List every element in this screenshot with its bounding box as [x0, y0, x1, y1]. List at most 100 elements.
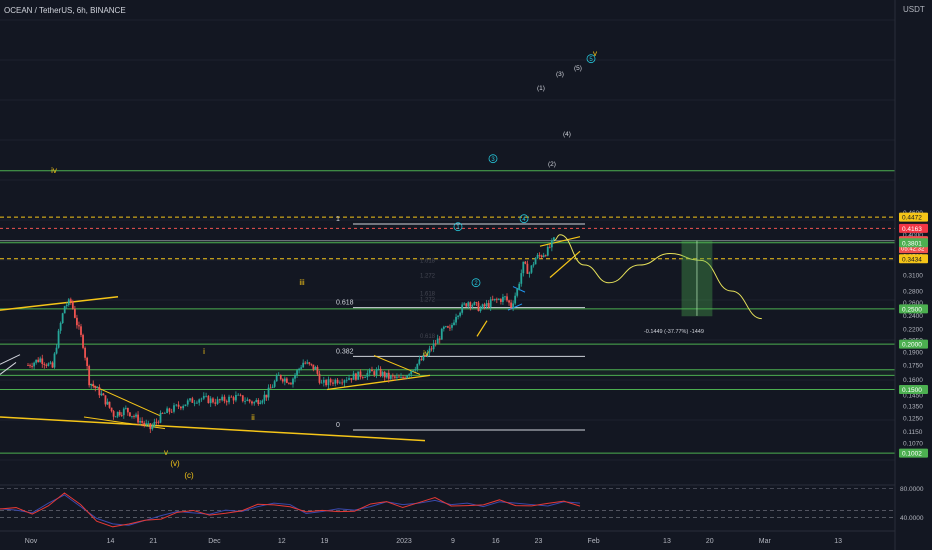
wave-label-circled: 1	[456, 225, 460, 231]
fib-level-label: 0	[336, 422, 340, 429]
candle-body	[528, 272, 531, 274]
candle-body	[434, 343, 437, 345]
price-tag-label: 0.1500	[902, 387, 922, 394]
candle-body	[177, 404, 180, 407]
candle-body	[212, 398, 214, 403]
candle-body	[532, 264, 535, 266]
resistance-zone	[0, 240, 895, 243]
countdown-label: 05:42:32	[901, 247, 925, 253]
rsi-tick-label: 40.0000	[900, 515, 924, 522]
projection-path: -0.1449 (-37.77%) -1449	[553, 234, 762, 335]
candle-body	[400, 377, 402, 378]
candle-body	[318, 373, 321, 383]
candle-body	[271, 386, 274, 388]
candle-body	[246, 399, 249, 402]
candle-body	[43, 363, 46, 365]
candle-body	[446, 326, 449, 328]
candle-body	[522, 261, 525, 274]
candle-body	[173, 405, 175, 412]
candle-body	[69, 299, 72, 302]
candle-body	[255, 400, 258, 403]
candle-body	[345, 379, 348, 381]
candle-body	[430, 348, 433, 350]
time-tick-label: 9	[451, 538, 455, 545]
candle-body	[336, 379, 339, 384]
time-tick-label: 16	[492, 538, 500, 545]
candle-body	[350, 378, 353, 380]
price-tick-label: 0.4000	[903, 232, 923, 239]
candle-body	[394, 376, 396, 378]
candle-body	[294, 375, 296, 379]
candle-body	[53, 353, 56, 368]
candle-body	[263, 394, 266, 401]
candle-body	[402, 377, 404, 378]
time-tick-label: 19	[321, 538, 329, 545]
triangle-upper	[373, 355, 421, 375]
price-tick-label: 0.1150	[903, 429, 923, 436]
candle-body	[168, 408, 171, 412]
candle-body	[151, 425, 154, 430]
price-tag	[899, 254, 928, 264]
candle-body	[481, 304, 484, 309]
candle-body	[300, 367, 303, 369]
time-tick-label: 13	[834, 538, 842, 545]
wave-4-channel	[476, 320, 488, 337]
candle-body	[33, 362, 36, 367]
candle-body	[41, 358, 44, 364]
candle-body	[86, 357, 89, 367]
candle-body	[302, 362, 305, 368]
wave-label-yellow: (v)	[170, 459, 180, 468]
candle-body	[175, 404, 178, 406]
price-tag	[899, 384, 928, 394]
fib-level-label: 1	[336, 216, 340, 223]
candle-body	[296, 370, 298, 376]
price-tick-label: 0.2200	[903, 327, 923, 334]
price-tick-label: 0.2400	[903, 313, 923, 320]
candle-body	[483, 304, 486, 307]
candle-body	[497, 299, 500, 300]
candle-body	[161, 412, 164, 414]
candle-body	[59, 323, 62, 331]
candle-body	[396, 376, 398, 378]
price-tick-label: 0.1600	[903, 377, 923, 384]
candle-body	[416, 363, 419, 370]
candle-body	[540, 255, 543, 257]
ending-diagonal-upper	[539, 236, 581, 247]
candle-body	[281, 379, 284, 382]
candle-body	[275, 375, 278, 382]
candle-body	[548, 246, 551, 248]
candle-body	[159, 412, 162, 423]
candle-body	[153, 421, 156, 426]
time-axis[interactable]: Nov 14 21 Dec 12 19 2023 9 16 23 Feb 13 20 Mar 13	[0, 530, 895, 545]
candle-body	[530, 265, 533, 273]
wave-label-circled: 2	[474, 281, 478, 287]
candle-body	[92, 383, 95, 386]
candle-body	[269, 387, 272, 389]
candle-body	[552, 237, 555, 241]
candle-body	[357, 371, 360, 380]
candle-body	[102, 393, 105, 396]
candle-body	[200, 398, 203, 400]
price-tag-label: 0.3434	[902, 256, 922, 263]
price-tick-label: 0.1350	[903, 404, 923, 411]
candle-body	[182, 406, 185, 409]
candle-body	[88, 366, 91, 386]
candle-body	[510, 302, 512, 308]
wave-label-yellow: i	[203, 347, 205, 356]
candle-body	[398, 376, 400, 378]
candle-body	[473, 302, 476, 306]
candle-body	[248, 399, 251, 402]
candles	[27, 236, 555, 434]
candle-body	[261, 400, 264, 403]
price-axis[interactable]: 0.46000.40000.35000.31000.28000.26000.24…	[894, 0, 932, 550]
candle-body	[241, 395, 244, 402]
candle-body	[298, 368, 300, 371]
candle-body	[253, 402, 256, 404]
trend-drawings	[0, 236, 581, 442]
candle-body	[170, 411, 173, 413]
price-tick-label: 0.1900	[903, 350, 923, 357]
wave-label-yellow: iii	[299, 278, 305, 287]
candle-body	[514, 295, 517, 304]
